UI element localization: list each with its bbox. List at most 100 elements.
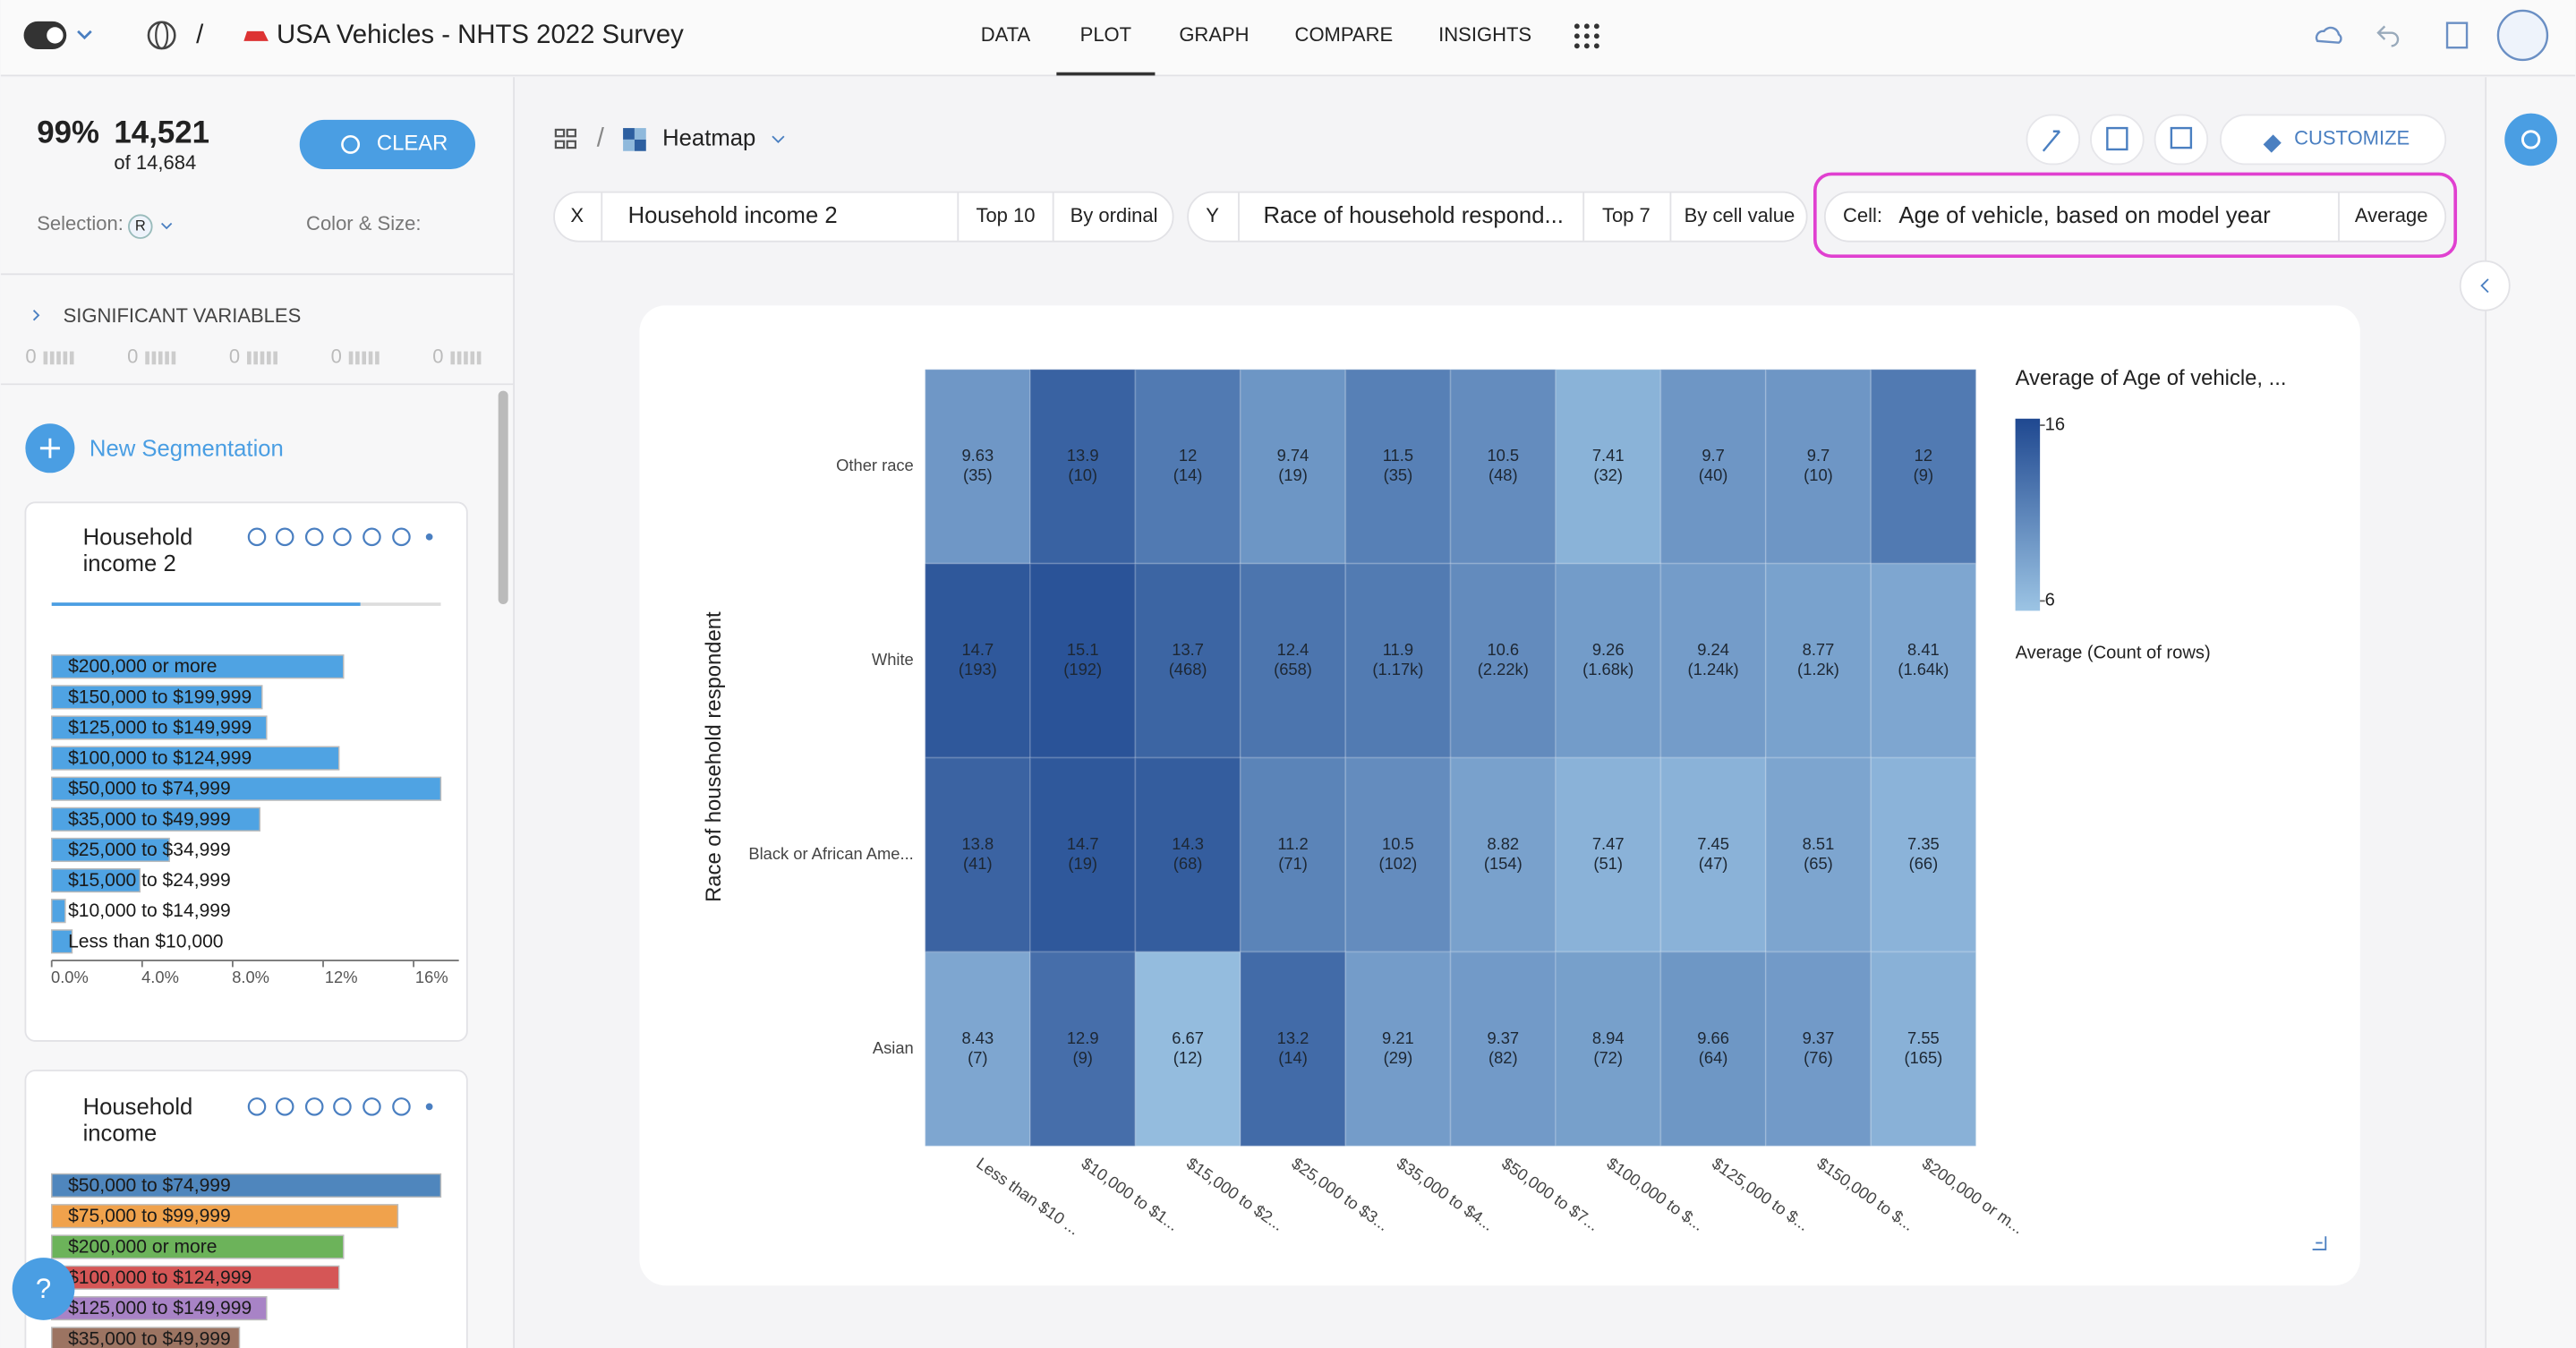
bar[interactable]	[51, 868, 141, 893]
significance-bar	[260, 351, 265, 365]
bar[interactable]	[51, 654, 345, 679]
plot-type-caret[interactable]	[772, 135, 785, 143]
apps-grid[interactable]	[1574, 23, 1599, 49]
help-button[interactable]	[12, 1258, 75, 1320]
encoding-text[interactable]: X	[570, 204, 584, 226]
card-tool-icon[interactable]	[392, 527, 411, 547]
cell-value: 12.9	[1067, 1028, 1099, 1047]
cell-count: (14)	[1173, 465, 1203, 484]
card-tool-icon[interactable]	[247, 527, 267, 547]
bar[interactable]	[51, 1204, 399, 1229]
card-tool-icon[interactable]	[363, 527, 381, 547]
encoding-text[interactable]: Cell:	[1843, 204, 1882, 226]
nav-tab[interactable]: PLOT	[1080, 23, 1131, 46]
heatmap-cell	[1449, 562, 1557, 759]
cell-value: 9.66	[1697, 1028, 1729, 1047]
cell-count: (82)	[1488, 1048, 1518, 1067]
cell-count: (12)	[1173, 1048, 1203, 1067]
encoding-text[interactable]: Y	[1206, 204, 1219, 226]
cell-value: 7.55	[1907, 1028, 1940, 1047]
encoding-text[interactable]: Race of household respond...	[1263, 203, 1563, 228]
heatmap-cell	[1870, 756, 1977, 953]
plot-type[interactable]: Heatmap	[662, 126, 755, 151]
bar[interactable]	[51, 715, 268, 740]
encoding-text[interactable]: By cell value	[1685, 204, 1796, 226]
nav-tab[interactable]: COMPARE	[1295, 23, 1394, 46]
heatmap-cell	[1449, 756, 1557, 953]
bar[interactable]	[51, 806, 260, 832]
cell-count: (165)	[1904, 1048, 1942, 1067]
expand-caret[interactable]	[32, 310, 40, 321]
card-tool-icon[interactable]	[247, 1097, 267, 1116]
bar[interactable]	[51, 685, 263, 710]
export-button[interactable]	[2090, 114, 2145, 166]
bar-label: $35,000 to $49,999	[68, 809, 231, 830]
cell-value: 11.2	[1277, 834, 1308, 853]
assistant-button[interactable]	[2496, 9, 2549, 62]
card-tool-icon[interactable]	[363, 1097, 381, 1116]
legend-title: Average of Age of vehicle, ...	[2016, 366, 2287, 390]
cell-count: (47)	[1699, 854, 1728, 873]
bar-label: $50,000 to $74,999	[68, 1175, 231, 1196]
bar[interactable]	[51, 899, 66, 924]
card-tool-icon[interactable]	[425, 533, 433, 541]
encoding-text[interactable]: Age of vehicle, based on model year	[1898, 203, 2271, 228]
cell-value: 9.26	[1592, 640, 1625, 659]
card-tool-icon[interactable]	[304, 527, 324, 547]
heatmap-cell	[924, 562, 1031, 759]
logo-dot	[47, 27, 64, 44]
resize-handle[interactable]	[2312, 1236, 2327, 1250]
card-title: income 2	[83, 551, 176, 576]
cell-value: 8.41	[1907, 640, 1940, 659]
bar[interactable]	[51, 837, 170, 863]
nav-tab[interactable]: GRAPH	[1179, 23, 1249, 46]
customize-button[interactable]	[2219, 114, 2447, 166]
y-axis-label: Race of household respondent	[702, 611, 726, 902]
cell-value: 14.3	[1172, 834, 1204, 853]
heatmap-cell	[1764, 951, 1872, 1148]
encoding-text[interactable]: Household income 2	[628, 203, 838, 228]
bar-label: $100,000 to $124,999	[68, 1267, 252, 1288]
settings-button[interactable]	[2504, 113, 2557, 166]
notes-icon[interactable]	[2445, 21, 2469, 49]
clear-button[interactable]	[299, 119, 475, 169]
card-tool-icon[interactable]	[425, 1103, 433, 1111]
car-icon	[243, 30, 269, 41]
bar[interactable]	[51, 1327, 241, 1348]
bar[interactable]	[51, 776, 442, 801]
nav-tab[interactable]: INSIGHTS	[1438, 23, 1531, 46]
cloud-icon[interactable]	[2315, 26, 2342, 44]
encoding-text[interactable]: By ordinal	[1070, 204, 1158, 226]
card-tool-icon[interactable]	[333, 527, 352, 547]
present-button[interactable]	[2154, 114, 2209, 166]
cell-value: 12	[1915, 446, 1932, 465]
significance-bar	[375, 351, 380, 365]
heatmap-cell	[1659, 951, 1767, 1148]
heatmap-cell	[1555, 562, 1662, 759]
encoding-pill	[1823, 191, 2447, 243]
card-tool-icon[interactable]	[333, 1097, 352, 1116]
cell-count: (41)	[963, 854, 993, 873]
card-tool-icon[interactable]	[304, 1097, 324, 1116]
bar[interactable]	[51, 1265, 340, 1290]
card-tool-icon[interactable]	[275, 527, 294, 547]
significance-bar	[476, 351, 482, 365]
card-tool-icon[interactable]	[392, 1097, 411, 1116]
collapse-button[interactable]	[2459, 260, 2511, 311]
encoding-text[interactable]: Top 7	[1602, 204, 1651, 226]
bar[interactable]	[51, 1173, 442, 1198]
card-tool-icon[interactable]	[275, 1097, 294, 1116]
selection-badge[interactable]	[128, 214, 153, 239]
bar[interactable]	[51, 746, 340, 771]
cell-count: (76)	[1804, 1048, 1833, 1067]
scrollbar[interactable]	[498, 390, 508, 605]
encoding-text[interactable]: Average	[2355, 204, 2428, 226]
undo-icon[interactable]	[2376, 25, 2400, 47]
plot-gallery-icon[interactable]	[554, 128, 576, 149]
bar[interactable]	[51, 929, 73, 954]
bar[interactable]	[51, 1234, 345, 1259]
encoding-text[interactable]: Top 10	[976, 204, 1035, 226]
nav-tab[interactable]: DATA	[981, 23, 1031, 46]
legend-subtitle: Average (Count of rows)	[2016, 643, 2211, 662]
